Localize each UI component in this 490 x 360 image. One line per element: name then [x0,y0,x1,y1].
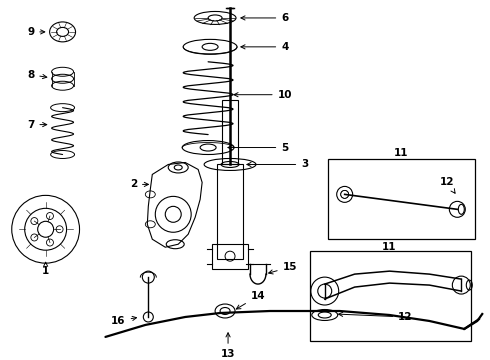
Text: 7: 7 [27,120,47,130]
Text: 11: 11 [382,242,397,252]
Text: 5: 5 [228,143,289,153]
Text: 13: 13 [221,333,235,359]
Text: 1: 1 [42,262,49,276]
Text: 12: 12 [339,312,413,322]
Text: 11: 11 [394,148,409,158]
Text: 14: 14 [236,291,265,309]
Text: 2: 2 [130,179,148,189]
Text: 16: 16 [111,316,137,326]
Bar [212,244,248,269]
Bar [328,159,475,239]
Text: 12: 12 [440,177,455,193]
Text: 15: 15 [269,262,297,274]
Bar [222,100,238,165]
Text: 3: 3 [247,159,308,170]
Text: 9: 9 [27,27,45,37]
Text: 6: 6 [241,13,289,23]
Text: 8: 8 [27,70,47,80]
Bar [217,165,243,259]
Text: 4: 4 [241,42,289,52]
Bar [310,251,471,341]
Text: 10: 10 [234,90,292,100]
